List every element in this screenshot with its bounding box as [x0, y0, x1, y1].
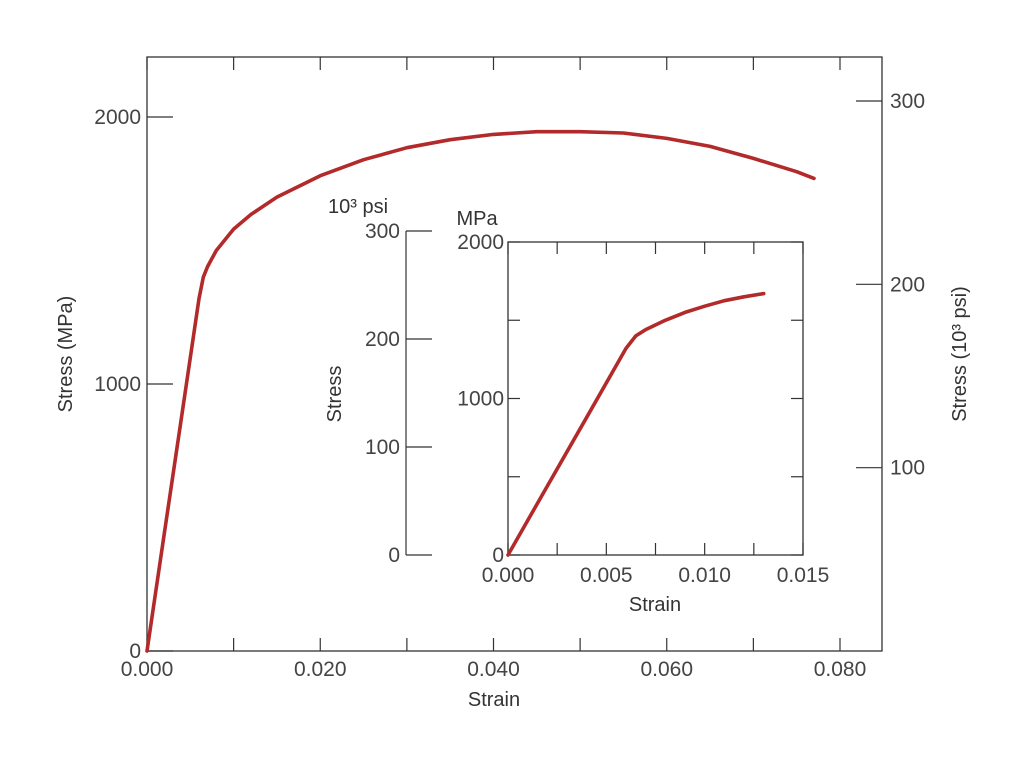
main-y2-tick-label: 300	[890, 90, 925, 113]
inset-x-tick-label: 0.000	[482, 564, 535, 587]
inset-psi-tick-label: 300	[365, 220, 400, 243]
inset-x-axis: 0.000 0.005 0.010 0.015	[482, 242, 830, 587]
main-plot-frame	[146, 56, 883, 652]
main-y-axis-left: 0 1000 2000	[94, 106, 173, 663]
inset-y-tick-label: 1000	[457, 388, 504, 411]
inset-psi-axis: 0 100 200 300	[365, 220, 432, 567]
main-x-tick-label: 0.000	[121, 658, 174, 681]
inset-psi-unit-label: 10³ psi	[328, 196, 388, 218]
main-y2-axis-label: Stress (10³ psi)	[949, 286, 971, 422]
main-x-axis: 0.000 0.020 0.040 0.060 0.080	[121, 57, 867, 681]
inset-x-tick-label: 0.005	[580, 564, 633, 587]
inset-y-axis-label: Stress	[324, 366, 346, 423]
main-x-tick-label: 0.080	[814, 658, 867, 681]
main-series-line	[145, 129, 816, 653]
main-y2-tick-label: 200	[890, 273, 925, 296]
main-x-tick-label: 0.040	[467, 658, 520, 681]
inset-mpa-unit-label: MPa	[456, 208, 498, 230]
main-y-tick-label: 1000	[94, 373, 141, 396]
main-x-tick-label: 0.020	[294, 658, 347, 681]
main-y-axis-label: Stress (MPa)	[55, 296, 77, 413]
inset-x-tick-label: 0.010	[678, 564, 731, 587]
inset-y-tick-label: 0	[492, 544, 504, 567]
main-y2-tick-label: 100	[890, 457, 925, 480]
inset-psi-tick-label: 0	[388, 544, 400, 567]
inset-x-tick-label: 0.015	[777, 564, 830, 587]
inset-plot-frame	[507, 241, 804, 556]
main-y-tick-label: 0	[129, 640, 141, 663]
inset-series-line	[506, 291, 766, 557]
main-y-tick-label: 2000	[94, 106, 141, 129]
inset-mpa-axis: 0 1000 2000	[457, 231, 803, 567]
inset-psi-tick-label: 100	[365, 436, 400, 459]
main-y-axis-right: 100 200 300	[856, 90, 925, 480]
inset-psi-tick-label: 200	[365, 328, 400, 351]
inset-x-axis-label: Strain	[629, 594, 681, 616]
inset-y-tick-label: 2000	[457, 231, 504, 254]
main-x-tick-label: 0.060	[640, 658, 693, 681]
main-x-axis-label: Strain	[468, 689, 520, 711]
